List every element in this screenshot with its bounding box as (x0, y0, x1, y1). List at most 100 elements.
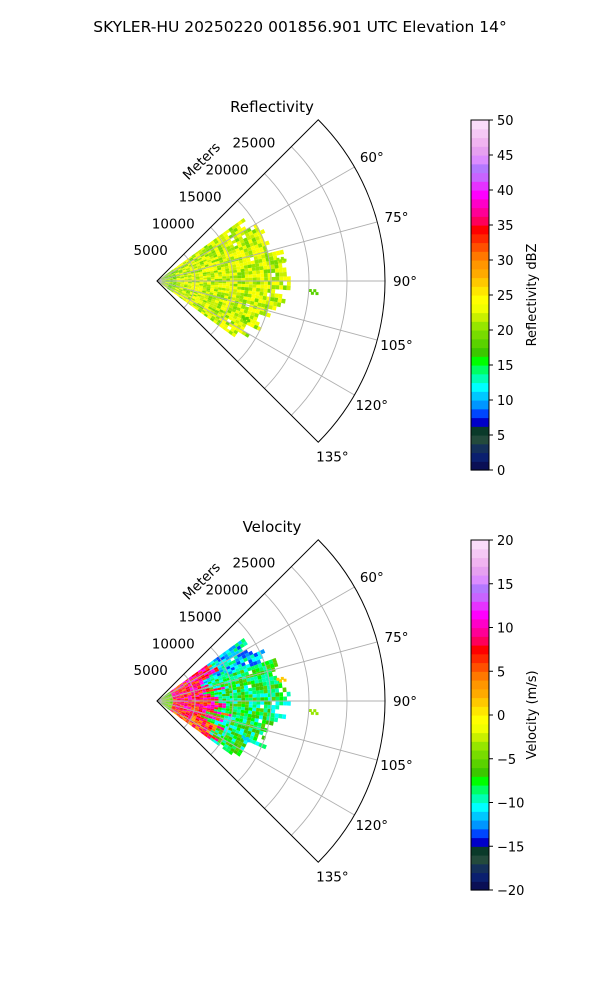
field-cell (210, 300, 215, 305)
field-cell (172, 276, 177, 279)
field-cell (229, 253, 234, 258)
field-cell (209, 722, 215, 726)
field-cell (176, 684, 180, 688)
field-cell (270, 680, 275, 685)
field-cell (195, 716, 200, 720)
field-cell (211, 298, 216, 303)
colorbar-swatch (471, 312, 489, 322)
field-cell (250, 680, 255, 685)
field-cell (180, 696, 185, 698)
field-cell (248, 650, 254, 656)
field-cell (173, 687, 177, 690)
field-cell (219, 669, 224, 673)
field-cell (183, 716, 188, 720)
field-cell (281, 298, 286, 304)
field-cell (180, 702, 185, 704)
field-cell (203, 697, 208, 700)
field-cell (196, 295, 201, 299)
field-cell (191, 298, 196, 301)
colorbar-swatch (471, 750, 489, 760)
field-cell (189, 720, 194, 724)
field-cell (225, 236, 231, 241)
field-cell (172, 702, 177, 704)
field-cell (239, 239, 245, 244)
field-cell (169, 701, 173, 703)
field-cell (249, 234, 255, 239)
field-cell (197, 686, 202, 690)
field-cell (187, 276, 192, 278)
field-cell (197, 265, 202, 268)
field-cell (172, 698, 177, 700)
field-cell (214, 698, 219, 701)
field-cell (202, 719, 207, 723)
field-cell (258, 678, 263, 684)
field-cell (210, 257, 215, 262)
field-cell (200, 304, 205, 308)
field-cell (199, 276, 204, 278)
field-cell (209, 676, 215, 680)
field-cell (222, 258, 228, 262)
field-cell (266, 664, 271, 670)
field-cell (191, 681, 196, 684)
field-cell (275, 285, 280, 290)
field-cell (177, 711, 182, 714)
colorbar-swatch (471, 688, 489, 699)
field-cell (161, 282, 165, 285)
field-cell (247, 739, 251, 743)
field-cell (199, 697, 204, 700)
colorbar-swatch (471, 277, 489, 287)
field-cell (243, 685, 249, 689)
colorbar-swatch (471, 583, 489, 594)
field-cell (210, 720, 215, 725)
field-cell (168, 285, 172, 288)
field-cell (179, 716, 183, 720)
field-cell (252, 281, 257, 285)
colorbar-swatch (471, 260, 489, 270)
field-cell (256, 701, 261, 705)
field-cell (173, 292, 177, 295)
field-cell (201, 713, 206, 717)
field-cell (194, 272, 199, 275)
field-cell (254, 732, 259, 738)
field-cell (208, 252, 213, 256)
field-cell (286, 701, 291, 706)
field-cell (207, 250, 212, 254)
field-cell (232, 711, 237, 715)
azimuth-tick-label: 135° (316, 869, 349, 885)
field-cell (238, 259, 244, 264)
field-cell (193, 257, 198, 261)
field-cell (255, 714, 260, 719)
field-cell (209, 267, 214, 270)
field-cell (226, 738, 232, 744)
field-cell (220, 741, 226, 746)
field-cell (257, 302, 262, 307)
field-cell (208, 733, 213, 738)
field-cell (225, 748, 231, 753)
field-cell (248, 727, 253, 732)
field-cell (168, 274, 172, 277)
field-cell (230, 740, 235, 746)
field-cell (213, 711, 218, 714)
field-cell (247, 261, 252, 265)
field-cell (248, 701, 253, 705)
field-cell (164, 275, 169, 278)
field-cell (230, 311, 236, 316)
field-cell (169, 279, 173, 281)
field-cell (250, 717, 255, 722)
field-cell (236, 225, 242, 231)
field-cell (276, 677, 280, 681)
field-cell (209, 311, 214, 316)
field-cell (199, 704, 204, 706)
colorbar-tick-label: 5 (497, 429, 505, 444)
field-cell (236, 307, 241, 312)
field-cell (170, 270, 174, 273)
colorbar-swatch (471, 741, 489, 751)
field-cell (174, 709, 179, 713)
field-cell (183, 693, 188, 696)
field-cell (228, 234, 234, 239)
field-cell (213, 690, 218, 693)
field-cell (180, 705, 184, 707)
field-cell (231, 745, 237, 750)
field-cell (214, 302, 219, 306)
